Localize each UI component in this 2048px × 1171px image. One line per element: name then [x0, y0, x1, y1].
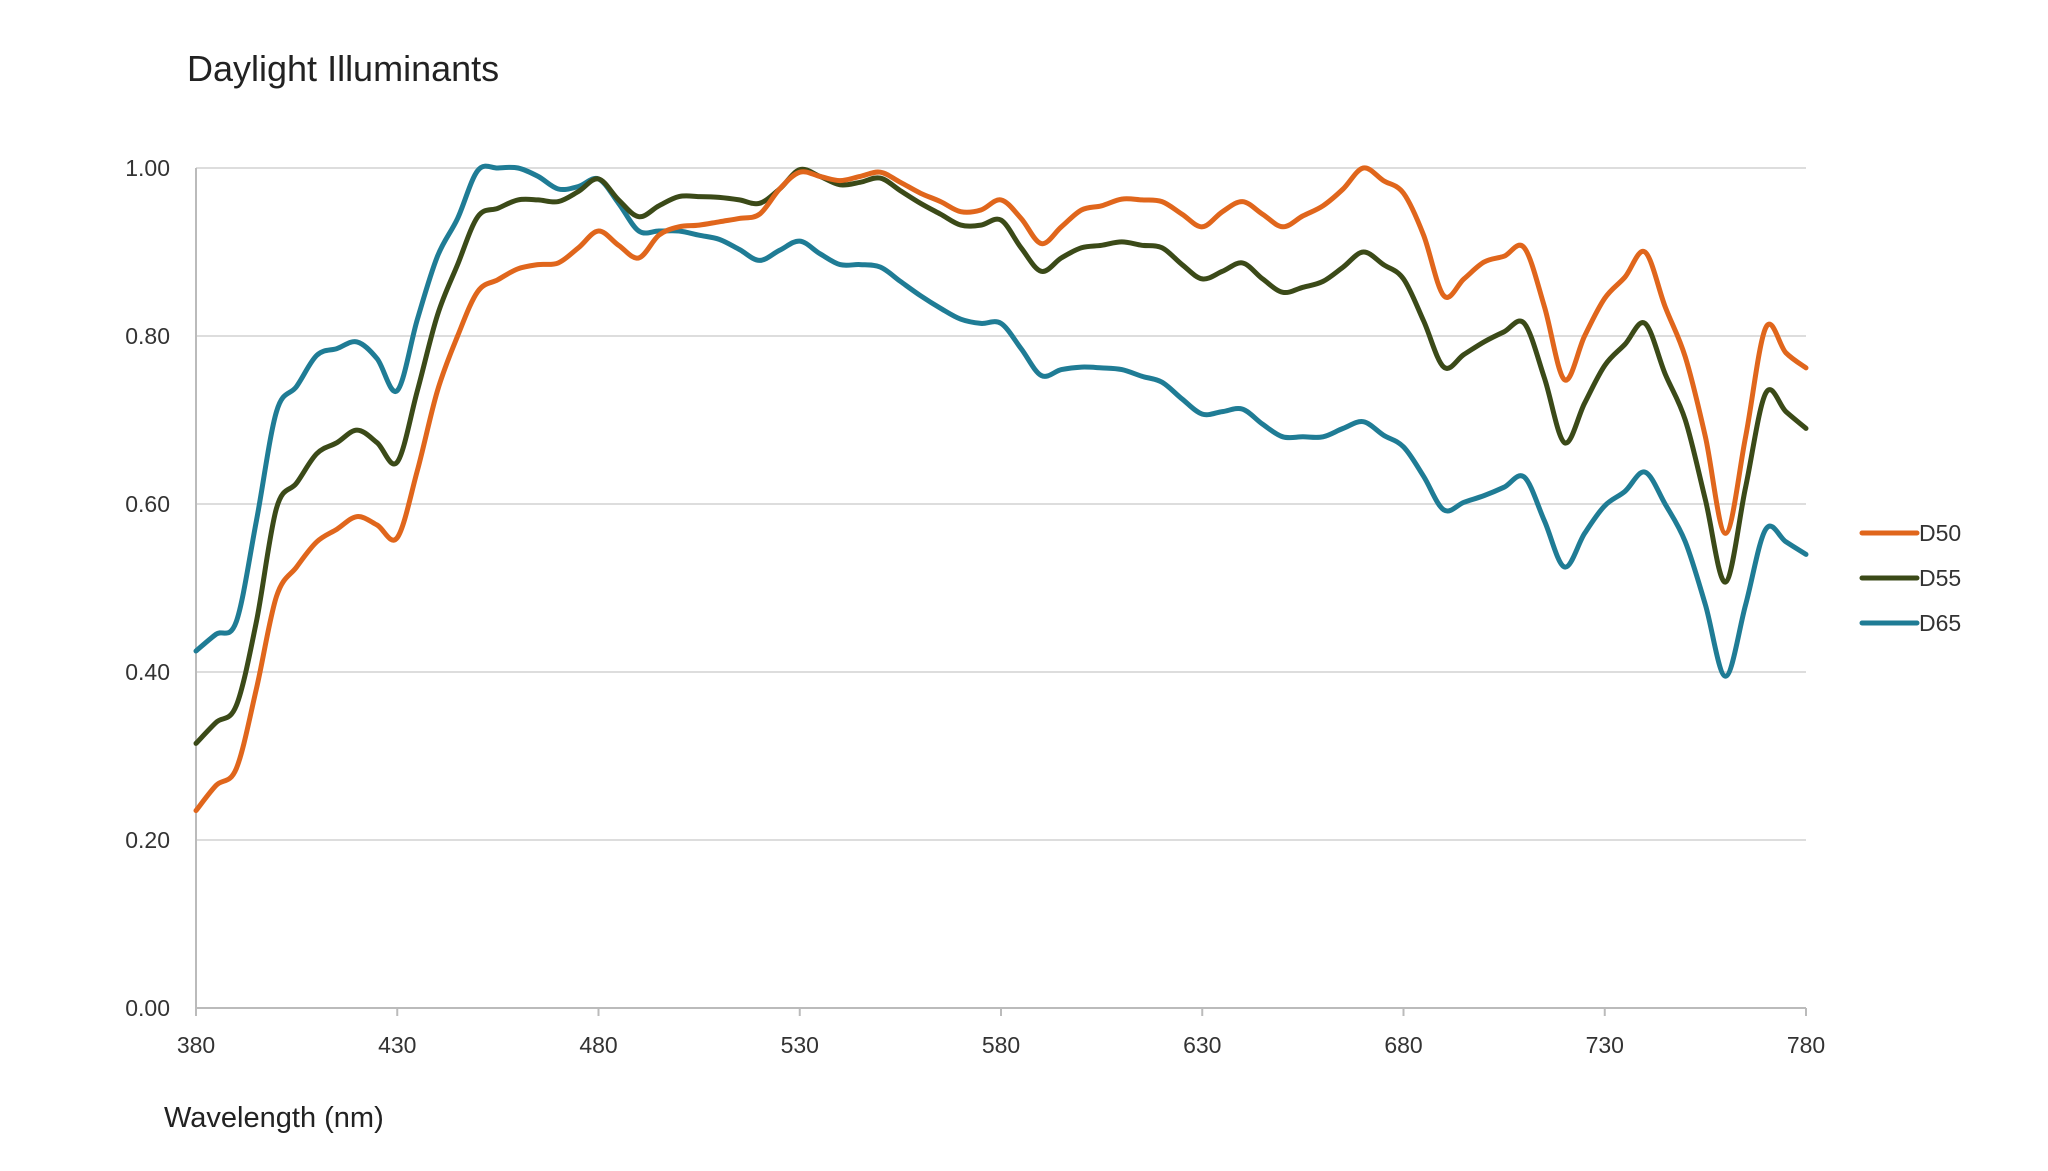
chart-title: Daylight Illuminants	[187, 48, 500, 89]
legend-label: D65	[1919, 610, 1961, 636]
y-tick-labels: 0.00 0.20 0.40 0.60 0.80 1.00	[125, 155, 170, 1021]
legend: D50 D55 D65	[1859, 520, 1961, 636]
grid-lines	[196, 167, 1806, 841]
y-tick-label: 0.00	[125, 995, 170, 1021]
x-tick-label: 430	[378, 1032, 416, 1058]
series-line-d55	[193, 166, 1809, 746]
y-tick-label: 0.80	[125, 323, 170, 349]
y-tick-label: 0.20	[125, 827, 170, 853]
series-line-d50	[193, 165, 1809, 814]
x-tick-label: 530	[781, 1032, 819, 1058]
series-lines	[193, 163, 1809, 814]
y-tick-label: 1.00	[125, 155, 170, 181]
legend-label: D55	[1919, 565, 1961, 591]
x-tick-label: 380	[177, 1032, 215, 1058]
y-tick-label: 0.60	[125, 491, 170, 517]
x-tick-label: 630	[1183, 1032, 1221, 1058]
series-line-d65	[193, 163, 1809, 679]
x-tick-labels: 380 430 480 530 580 630 680 730 780	[177, 1032, 1825, 1058]
x-tick-label: 780	[1787, 1032, 1825, 1058]
x-tick-label: 580	[982, 1032, 1020, 1058]
axes	[195, 168, 1807, 1016]
x-axis-title: Wavelength (nm)	[164, 1102, 384, 1134]
y-tick-label: 0.40	[125, 659, 170, 685]
legend-label: D50	[1919, 520, 1961, 546]
x-tick-label: 730	[1586, 1032, 1624, 1058]
x-tick-label: 680	[1384, 1032, 1422, 1058]
x-tick-label: 480	[579, 1032, 617, 1058]
